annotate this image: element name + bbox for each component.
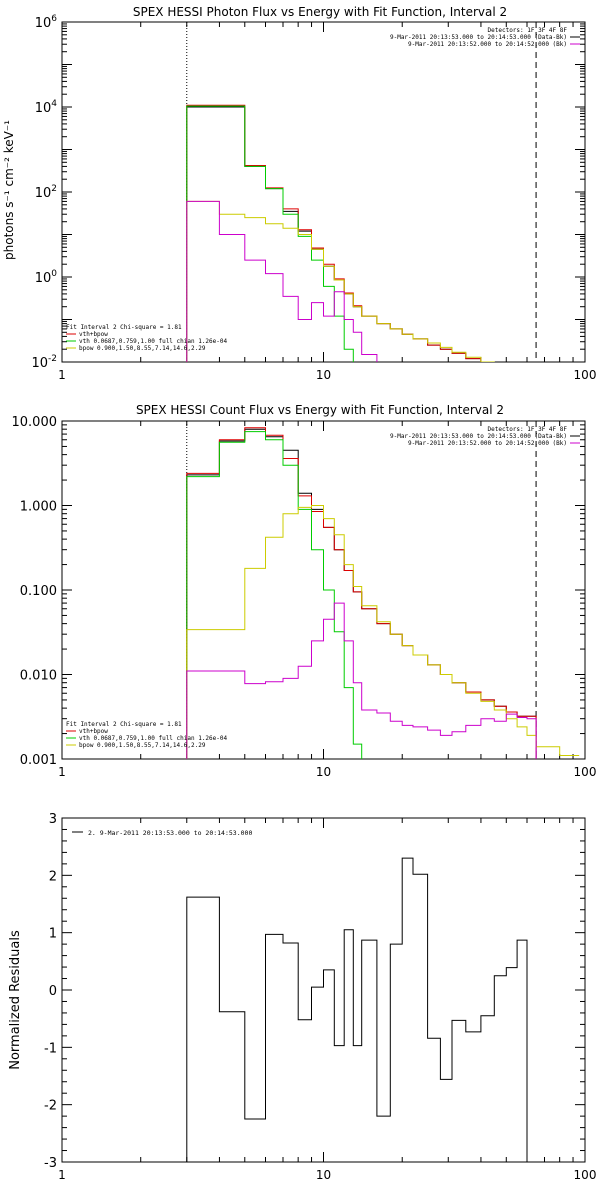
photon-flux-y-tick-exponent: -2 bbox=[48, 354, 57, 364]
count-flux-y-tick-base: 0.010 bbox=[20, 669, 57, 684]
residuals-ylabel: Normalized Residuals bbox=[8, 930, 23, 1070]
count-flux-legend-right-line: 9-Mar-2011 20:13:52.000 to 20:14:52.000 … bbox=[408, 440, 567, 447]
count-flux-y-tick-base: 10.000 bbox=[12, 415, 58, 430]
photon-flux-legend-right-line: Detectors: 1F 3F 4F 8F bbox=[488, 27, 568, 34]
residuals-y-tick-label: 3 bbox=[49, 812, 57, 827]
count-flux-series-4 bbox=[186, 602, 537, 759]
photon-flux-y-tick-exponent: 0 bbox=[51, 269, 57, 279]
photon-flux-x-tick-label: 1 bbox=[58, 368, 66, 382]
photon-flux-panel: SPEX HESSI Photon Flux vs Energy with Fi… bbox=[2, 5, 596, 382]
photon-flux-legend-left-line: bpow 0.900,1.50,8.55,7.14,14.6,2.29 bbox=[79, 345, 206, 352]
photon-flux-y-tick-base: 10 bbox=[35, 186, 52, 201]
residuals-series-0 bbox=[186, 857, 528, 1162]
count-flux-y-tick-label: 0.100 bbox=[20, 584, 57, 599]
count-flux-legend-right-line: 9-Mar-2011 20:13:53.000 to 20:14:53.000 … bbox=[390, 433, 567, 440]
residuals-axes: 1 10 100 -3 -2 -1 0 1 2 3 bbox=[44, 812, 596, 1182]
photon-flux-x-tick-label: 10 bbox=[316, 368, 331, 382]
photon-flux-title: SPEX HESSI Photon Flux vs Energy with Fi… bbox=[133, 5, 507, 19]
residuals-y-tick-base: -1 bbox=[44, 1041, 57, 1056]
count-flux-x-tick-label: 1 bbox=[58, 765, 66, 779]
count-flux-legend-left-line: bpow 0.900,1.50,8.55,7.14,14.6,2.29 bbox=[79, 742, 206, 749]
residuals-legend-label: 2. 9-Mar-2011 20:13:53.000 to 20:14:53.0… bbox=[88, 829, 252, 837]
residuals-y-tick-label: 2 bbox=[49, 869, 57, 884]
count-flux-panel: SPEX HESSI Count Flux vs Energy with Fit… bbox=[12, 403, 597, 779]
photon-flux-y-tick-exponent: 6 bbox=[51, 14, 57, 24]
residuals-y-tick-base: 3 bbox=[49, 812, 57, 827]
count-flux-x-tick-label: 10 bbox=[316, 765, 331, 779]
residuals-y-tick-label: 0 bbox=[49, 984, 57, 999]
photon-flux-y-tick-label: 100 bbox=[35, 269, 58, 286]
count-flux-legend-left-line: vth+bpow bbox=[79, 728, 108, 735]
photon-flux-series-4 bbox=[186, 200, 537, 362]
photon-flux-legend-left-line: Fit Interval 2 Chi-square = 1.81 bbox=[66, 324, 182, 331]
photon-flux-marks bbox=[186, 22, 537, 362]
photon-flux-y-tick-exponent: 2 bbox=[51, 184, 57, 194]
photon-flux-legend-left-line: vth 0.0687,0.759,1.00 full chian 1.26e-0… bbox=[79, 338, 227, 345]
count-flux-y-tick-base: 1.000 bbox=[20, 500, 57, 515]
count-flux-series-3 bbox=[186, 505, 580, 759]
photon-flux-ylabel: photons s⁻¹ cm⁻² keV⁻¹ bbox=[2, 120, 16, 260]
count-flux-y-tick-label: 0.010 bbox=[20, 669, 57, 684]
count-flux-y-tick-base: 0.100 bbox=[20, 584, 57, 599]
photon-flux-x-tick-label: 100 bbox=[574, 368, 597, 382]
photon-flux-y-tick-exponent: 4 bbox=[51, 99, 57, 109]
photon-flux-legend: Detectors: 1F 3F 4F 8F9-Mar-2011 20:13:5… bbox=[66, 27, 580, 352]
residuals-y-tick-label: -2 bbox=[44, 1099, 57, 1114]
residuals-legend: 2. 9-Mar-2011 20:13:53.000 to 20:14:53.0… bbox=[72, 829, 252, 837]
photon-flux-y-tick-label: 106 bbox=[35, 14, 58, 31]
residuals-y-tick-base: 1 bbox=[49, 927, 57, 942]
residuals-marks bbox=[186, 857, 528, 1162]
count-flux-y-tick-base: 0.001 bbox=[20, 753, 57, 768]
photon-flux-y-tick-label: 102 bbox=[35, 184, 57, 201]
residuals-y-tick-base: -2 bbox=[44, 1099, 57, 1114]
count-flux-legend-right-line: Detectors: 1F 3F 4F 8F bbox=[488, 426, 568, 433]
residuals-y-tick-label: -3 bbox=[44, 1156, 57, 1171]
photon-flux-y-tick-label: 10-2 bbox=[31, 354, 57, 371]
count-flux-marks bbox=[186, 421, 580, 759]
residuals-y-tick-label: 1 bbox=[49, 927, 57, 942]
count-flux-legend-left-line: Fit Interval 2 Chi-square = 1.81 bbox=[66, 721, 182, 728]
count-flux-x-tick-label: 100 bbox=[574, 765, 597, 779]
count-flux-legend-left-line: vth 0.0687,0.759,1.00 full chian 1.26e-0… bbox=[79, 735, 227, 742]
photon-flux-y-tick-base: 10 bbox=[35, 101, 52, 116]
residuals-panel: Normalized Residuals 1 10 100 -3 -2 -1 0 1 2 3 2.… bbox=[8, 812, 596, 1182]
photon-flux-legend-left-line: vth+bpow bbox=[79, 331, 108, 338]
residuals-y-tick-base: 2 bbox=[49, 869, 57, 884]
photon-flux-y-tick-base: 10 bbox=[35, 271, 52, 286]
residuals-y-tick-base: -3 bbox=[44, 1156, 57, 1171]
count-flux-y-tick-label: 10.000 bbox=[12, 415, 58, 430]
count-flux-axes: 1 10 100 0.001 0.010 0.100 1.000 10.000 bbox=[12, 415, 597, 779]
residuals-x-tick-label: 100 bbox=[574, 1168, 597, 1182]
count-flux-title: SPEX HESSI Count Flux vs Energy with Fit… bbox=[136, 403, 504, 417]
photon-flux-y-tick-label: 104 bbox=[35, 99, 58, 116]
residuals-x-tick-label: 1 bbox=[58, 1168, 66, 1182]
photon-flux-legend-right-line: 9-Mar-2011 20:13:53.000 to 20:14:53.000 … bbox=[390, 34, 567, 41]
photon-flux-y-tick-base: 10 bbox=[35, 16, 52, 31]
count-flux-y-tick-label: 1.000 bbox=[20, 500, 57, 515]
count-flux-legend: Detectors: 1F 3F 4F 8F9-Mar-2011 20:13:5… bbox=[66, 426, 580, 749]
residuals-y-tick-label: -1 bbox=[44, 1041, 57, 1056]
photon-flux-legend-right-line: 9-Mar-2011 20:13:52.000 to 20:14:52.000 … bbox=[408, 41, 567, 48]
count-flux-series-2 bbox=[186, 431, 378, 759]
residuals-y-tick-base: 0 bbox=[49, 984, 57, 999]
count-flux-y-tick-label: 0.001 bbox=[20, 753, 57, 768]
residuals-x-tick-label: 10 bbox=[316, 1168, 331, 1182]
photon-flux-y-tick-base: 10 bbox=[31, 356, 48, 371]
photon-flux-series-3 bbox=[186, 200, 495, 362]
